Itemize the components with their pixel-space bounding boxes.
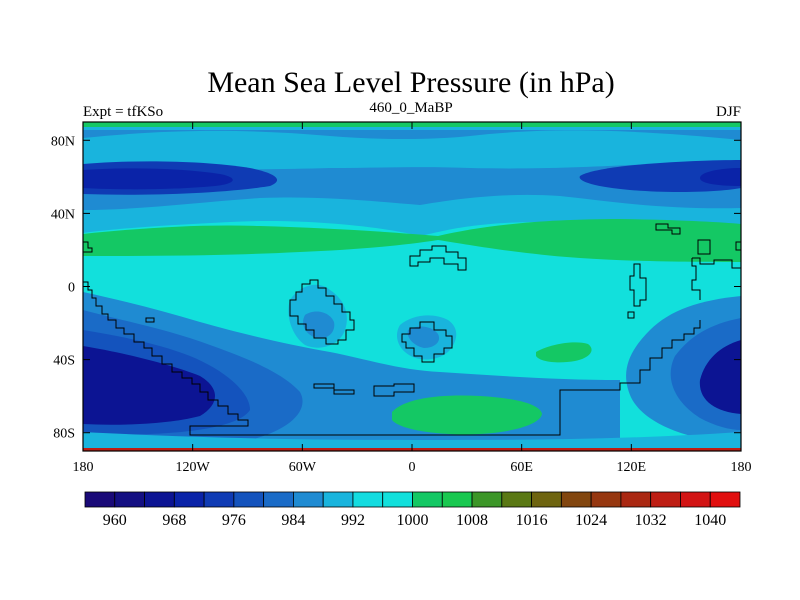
axis-ticks: 180 120W 60W 0 60E 120E 180 80N 40N 0 40S 80S bbox=[51, 122, 752, 475]
southern-continent-outline bbox=[83, 281, 701, 436]
x-tick-label: 60E bbox=[510, 460, 533, 475]
y-tick-label: 80N bbox=[51, 134, 75, 149]
island-outline-3 bbox=[697, 239, 711, 255]
colorbar-swatch bbox=[560, 491, 592, 508]
colorbar-swatch bbox=[590, 491, 622, 508]
america-outline bbox=[289, 279, 355, 345]
colorbar-swatch bbox=[203, 491, 235, 508]
colorbar-swatch bbox=[620, 491, 652, 508]
x-tick-label: 180 bbox=[731, 460, 752, 475]
tiny-island-outline bbox=[145, 317, 155, 323]
tropical-low-africa-core bbox=[407, 326, 440, 348]
colorbar-swatch bbox=[412, 491, 443, 508]
island-outline-2 bbox=[373, 383, 415, 397]
colorbar-label: 976 bbox=[222, 512, 246, 529]
x-tick-label: 0 bbox=[409, 460, 416, 475]
subtropical-high-band bbox=[83, 219, 741, 262]
y-tick-label: 40N bbox=[51, 207, 75, 222]
y-tick-label: 80S bbox=[53, 427, 75, 442]
period-label: 460_0_MaBP bbox=[369, 100, 452, 116]
colorbar-swatch bbox=[709, 491, 741, 508]
southern-low-east-core bbox=[699, 340, 741, 414]
east-asia-outline bbox=[655, 223, 681, 235]
southern-low-west-core bbox=[83, 346, 215, 425]
island-outline-1 bbox=[313, 383, 355, 395]
south-indian-high bbox=[392, 395, 542, 435]
colorbar-swatch bbox=[382, 491, 413, 508]
x-tick-label: 120W bbox=[176, 460, 211, 475]
north-africa-outline bbox=[409, 245, 467, 271]
colorbar-label: 1040 bbox=[694, 512, 726, 529]
colorbar-label: 1032 bbox=[635, 512, 667, 529]
chart-title: Mean Sea Level Pressure (in hPa) bbox=[207, 66, 614, 99]
land-outlines bbox=[83, 223, 741, 436]
colorbar-swatch bbox=[650, 491, 681, 508]
season-label: DJF bbox=[716, 104, 741, 120]
colorbar-swatch bbox=[173, 491, 205, 508]
africa-outline bbox=[401, 321, 453, 363]
experiment-label: Expt = tfKSo bbox=[83, 104, 163, 120]
colorbar-label: 968 bbox=[162, 512, 186, 529]
y-tick-label: 0 bbox=[68, 281, 75, 296]
pacific-island-outline-east bbox=[735, 241, 741, 251]
colorbar-label: 1016 bbox=[516, 512, 548, 529]
colorbar-label: 1024 bbox=[575, 512, 607, 529]
aleutian-low-east bbox=[579, 160, 741, 192]
colorbar-swatch bbox=[471, 491, 503, 508]
south-atlantic-high bbox=[536, 342, 592, 363]
colorbar-swatch bbox=[680, 491, 711, 508]
x-tick-label: 180 bbox=[73, 460, 94, 475]
colorbar-label: 984 bbox=[281, 512, 305, 529]
tropical-low-america-core bbox=[303, 311, 335, 339]
y-tick-label: 40S bbox=[53, 354, 75, 369]
colorbar-swatch bbox=[114, 491, 145, 508]
colorbar-swatch bbox=[144, 491, 175, 508]
pressure-field-map bbox=[83, 122, 741, 451]
colorbar-swatch bbox=[352, 491, 384, 508]
india-outline bbox=[629, 263, 647, 307]
pacific-island-outline bbox=[83, 241, 93, 253]
southeast-asia-outline bbox=[691, 257, 741, 300]
colorbar-swatch bbox=[531, 491, 562, 508]
x-tick-label: 120E bbox=[617, 460, 647, 475]
colorbar-label: 960 bbox=[103, 512, 127, 529]
colorbar: 960 968 976 984 992 1000 1008 1016 1024 1032 1040 bbox=[84, 491, 741, 529]
colorbar-label: 1000 bbox=[397, 512, 429, 529]
colorbar-swatch bbox=[233, 491, 265, 508]
colorbar-label: 1008 bbox=[456, 512, 488, 529]
x-tick-label: 60W bbox=[289, 460, 317, 475]
colorbar-swatch bbox=[263, 491, 294, 508]
north-mid-ridge bbox=[83, 130, 741, 170]
circumpolar-ring bbox=[83, 432, 741, 451]
colorbar-swatch bbox=[293, 491, 324, 508]
small-island-outline bbox=[627, 311, 635, 319]
colorbar-swatch bbox=[84, 491, 116, 508]
colorbar-swatch bbox=[501, 491, 532, 508]
colorbar-swatch bbox=[322, 491, 354, 508]
colorbar-swatch bbox=[441, 491, 473, 508]
colorbar-label: 992 bbox=[341, 512, 365, 529]
aleutian-low-west-core bbox=[83, 168, 233, 190]
aleutian-low-east-core bbox=[700, 168, 741, 186]
